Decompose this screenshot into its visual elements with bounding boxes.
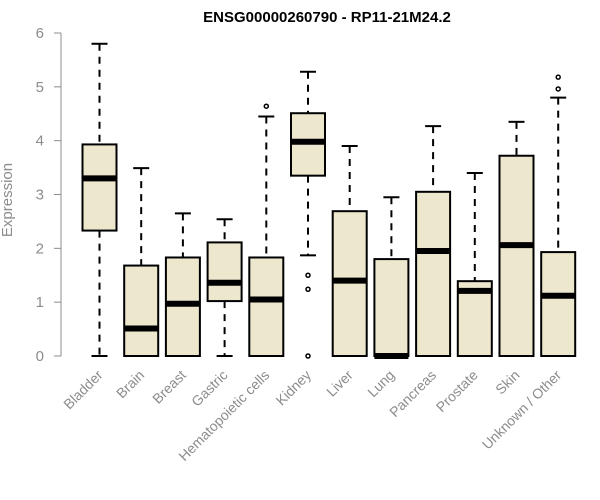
box-iqr	[540, 251, 577, 357]
x-tick-label: Unknown / Other	[479, 367, 565, 453]
box-iqr	[415, 190, 452, 357]
box-iqr	[81, 143, 118, 232]
box-liver	[331, 145, 368, 357]
box-brain	[123, 167, 160, 357]
box-iqr	[373, 258, 410, 358]
outlier-point	[555, 86, 561, 92]
y-axis-ticks: 0 1 2 3 4 5 6	[36, 25, 61, 365]
outlier-point	[305, 272, 311, 278]
box-pancreas	[415, 125, 452, 357]
box-lung	[373, 196, 410, 359]
boxes-layer	[81, 42, 577, 359]
box-iqr	[206, 241, 243, 303]
outlier-point	[305, 286, 311, 292]
y-axis-label: Expression	[0, 163, 16, 237]
box-unknown-other	[540, 74, 577, 357]
y-tick-label: 2	[36, 240, 44, 257]
y-tick-label: 1	[36, 294, 44, 311]
x-tick-label: Liver	[323, 367, 356, 400]
x-tick-label: Lung	[364, 367, 397, 400]
box-kidney	[290, 70, 326, 359]
y-tick-label: 5	[36, 79, 44, 96]
x-tick-label: Prostate	[433, 367, 481, 415]
box-bladder	[81, 42, 118, 357]
chart-title: ENSG00000260790 - RP11-21M24.2	[203, 9, 451, 26]
x-tick-label: Brain	[113, 367, 147, 401]
box-iqr	[123, 264, 160, 357]
box-skin	[498, 120, 535, 357]
box-iqr	[498, 154, 535, 357]
outlier-point	[555, 74, 561, 80]
x-tick-label: Breast	[149, 367, 189, 407]
x-tick-label: Kidney	[273, 367, 315, 409]
box-prostate	[456, 171, 493, 357]
outlier-point	[263, 103, 270, 109]
box-breast	[164, 212, 201, 357]
y-tick-label: 3	[36, 187, 44, 204]
y-tick-label: 0	[36, 348, 44, 365]
x-tick-label: Bladder	[60, 367, 106, 413]
y-tick-label: 6	[36, 25, 44, 42]
box-iqr	[248, 256, 285, 357]
x-tick-label: Skin	[492, 367, 523, 398]
box-gastric	[206, 218, 243, 357]
box-hematopoietic-cells	[248, 103, 285, 357]
outlier-point	[305, 353, 311, 359]
y-tick-label: 4	[36, 133, 44, 150]
